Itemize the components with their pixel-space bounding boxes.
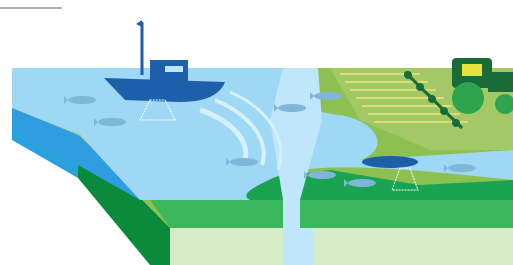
ground-slab-part: [170, 228, 513, 265]
fish-group-part: [308, 171, 336, 179]
tractor-part: [440, 107, 448, 115]
net-boat-part: [362, 156, 418, 168]
fish-group-part: [68, 96, 96, 104]
fish-group-part: [278, 104, 306, 112]
fishing-boat-part: [136, 20, 142, 27]
tractor-part: [452, 119, 460, 127]
fields-part: [150, 200, 513, 228]
fish-group-part: [348, 179, 376, 187]
river-part: [283, 228, 313, 265]
fish-group-part: [230, 158, 258, 166]
fishing-boat-part: [165, 66, 183, 72]
tractor-part: [404, 71, 412, 79]
fish-group-part: [98, 118, 126, 126]
landscape-illustration: [0, 0, 513, 265]
tractor-part: [488, 72, 513, 92]
tractor-part: [416, 83, 424, 91]
fish-group-part: [448, 164, 476, 172]
fish-group-part: [314, 92, 342, 100]
tractor-part: [428, 95, 436, 103]
tractor-part: [452, 82, 484, 114]
tractor-part: [462, 64, 482, 76]
